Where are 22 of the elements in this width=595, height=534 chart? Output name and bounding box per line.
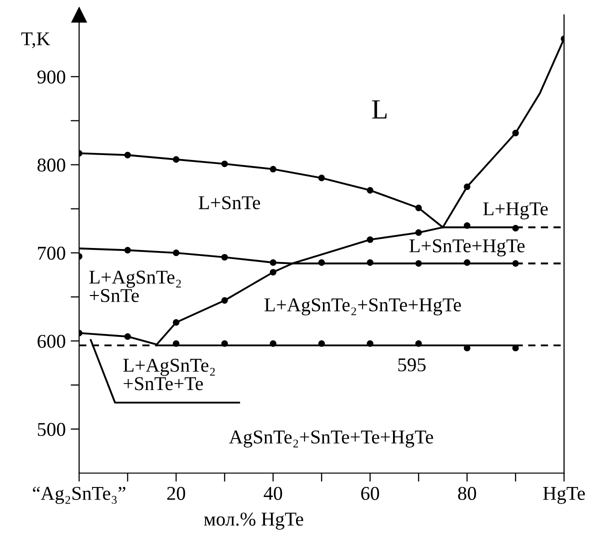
y-axis-title: T,K bbox=[21, 32, 50, 48]
annotation: L+AgSnTe₂ +SnTe bbox=[89, 270, 181, 302]
annotation: L+SnTe bbox=[198, 196, 260, 210]
annotation: L bbox=[372, 100, 387, 119]
y-tick-label: 800 bbox=[38, 158, 66, 172]
x-tick-label: 20 bbox=[167, 486, 186, 500]
x-tick-label: “Ag₂SnTe₃” bbox=[32, 486, 126, 504]
y-tick-label: 500 bbox=[38, 422, 66, 436]
x-tick-label: 80 bbox=[458, 486, 476, 500]
x-tick-label: 40 bbox=[264, 486, 282, 500]
annotation: L+AgSnTe₂+SnTe+HgTe bbox=[264, 298, 461, 316]
x-tick-label: 60 bbox=[361, 486, 380, 500]
annotation: L+AgSnTe₂ +SnTe+Te bbox=[123, 358, 215, 390]
annotation: AgSnTe₂+SnTe+Te+HgTe bbox=[229, 430, 434, 448]
y-tick-label: 600 bbox=[38, 334, 66, 348]
y-tick-label: 900 bbox=[37, 70, 66, 84]
x-tick-label: HgTe bbox=[543, 487, 585, 504]
x-axis-title: мол.% HgTe bbox=[204, 512, 304, 530]
annotation: 595 bbox=[398, 358, 426, 372]
annotation: L+SnTe+HgTe bbox=[409, 239, 525, 256]
y-tick-label: 700 bbox=[38, 246, 66, 260]
annotation: L+HgTe bbox=[483, 202, 548, 220]
